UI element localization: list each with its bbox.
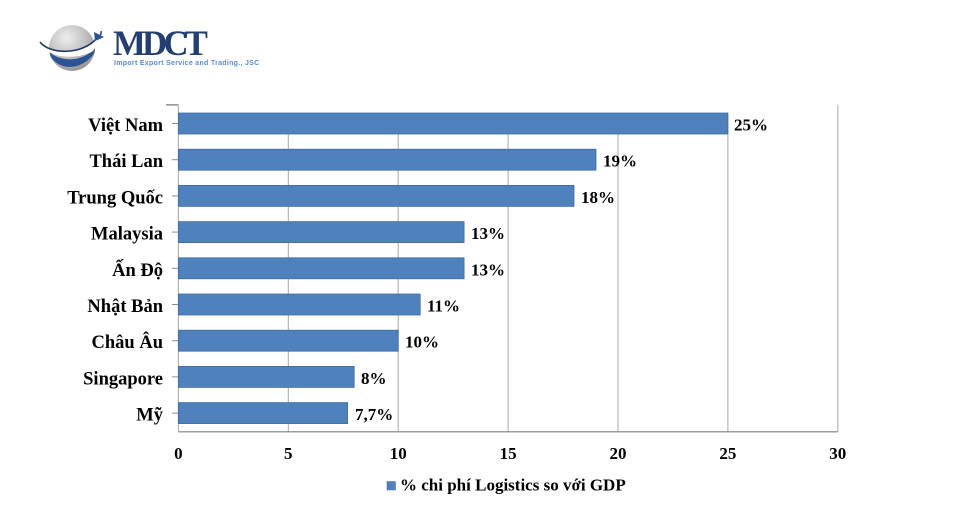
svg-text:13%: 13%: [471, 260, 505, 279]
svg-text:Import Export Service and Trad: Import Export Service and Trading., JSC: [114, 60, 260, 67]
svg-text:Malaysia: Malaysia: [91, 225, 163, 245]
svg-text:Ấn Độ: Ấn Độ: [112, 259, 163, 281]
svg-text:10: 10: [390, 444, 407, 463]
svg-text:Nhật Bản: Nhật Bản: [87, 297, 163, 317]
svg-text:13%: 13%: [471, 224, 505, 243]
svg-text:Châu Âu: Châu Âu: [92, 331, 163, 353]
svg-text:19%: 19%: [603, 152, 637, 171]
svg-text:25: 25: [719, 444, 736, 463]
svg-text:20: 20: [610, 444, 627, 463]
svg-text:5: 5: [284, 444, 293, 463]
svg-text:25%: 25%: [734, 116, 768, 135]
svg-text:10%: 10%: [405, 333, 439, 352]
svg-text:Việt Nam: Việt Nam: [88, 116, 163, 136]
svg-text:0: 0: [174, 444, 183, 463]
svg-text:11%: 11%: [427, 297, 460, 316]
svg-text:30: 30: [829, 444, 846, 463]
svg-text:MDCT: MDCT: [113, 23, 208, 63]
svg-text:Mỹ: Mỹ: [136, 406, 163, 426]
svg-text:7,7%: 7,7%: [355, 405, 393, 424]
svg-text:18%: 18%: [581, 188, 615, 207]
svg-text:% chi phí Logistics so với GDP: % chi phí Logistics so với GDP: [400, 476, 626, 495]
svg-text:Trung Quốc: Trung Quốc: [67, 188, 163, 208]
svg-text:15: 15: [500, 444, 517, 463]
svg-text:Thái Lan: Thái Lan: [89, 152, 163, 172]
svg-text:8%: 8%: [361, 369, 387, 388]
svg-text:Singapore: Singapore: [83, 369, 163, 389]
